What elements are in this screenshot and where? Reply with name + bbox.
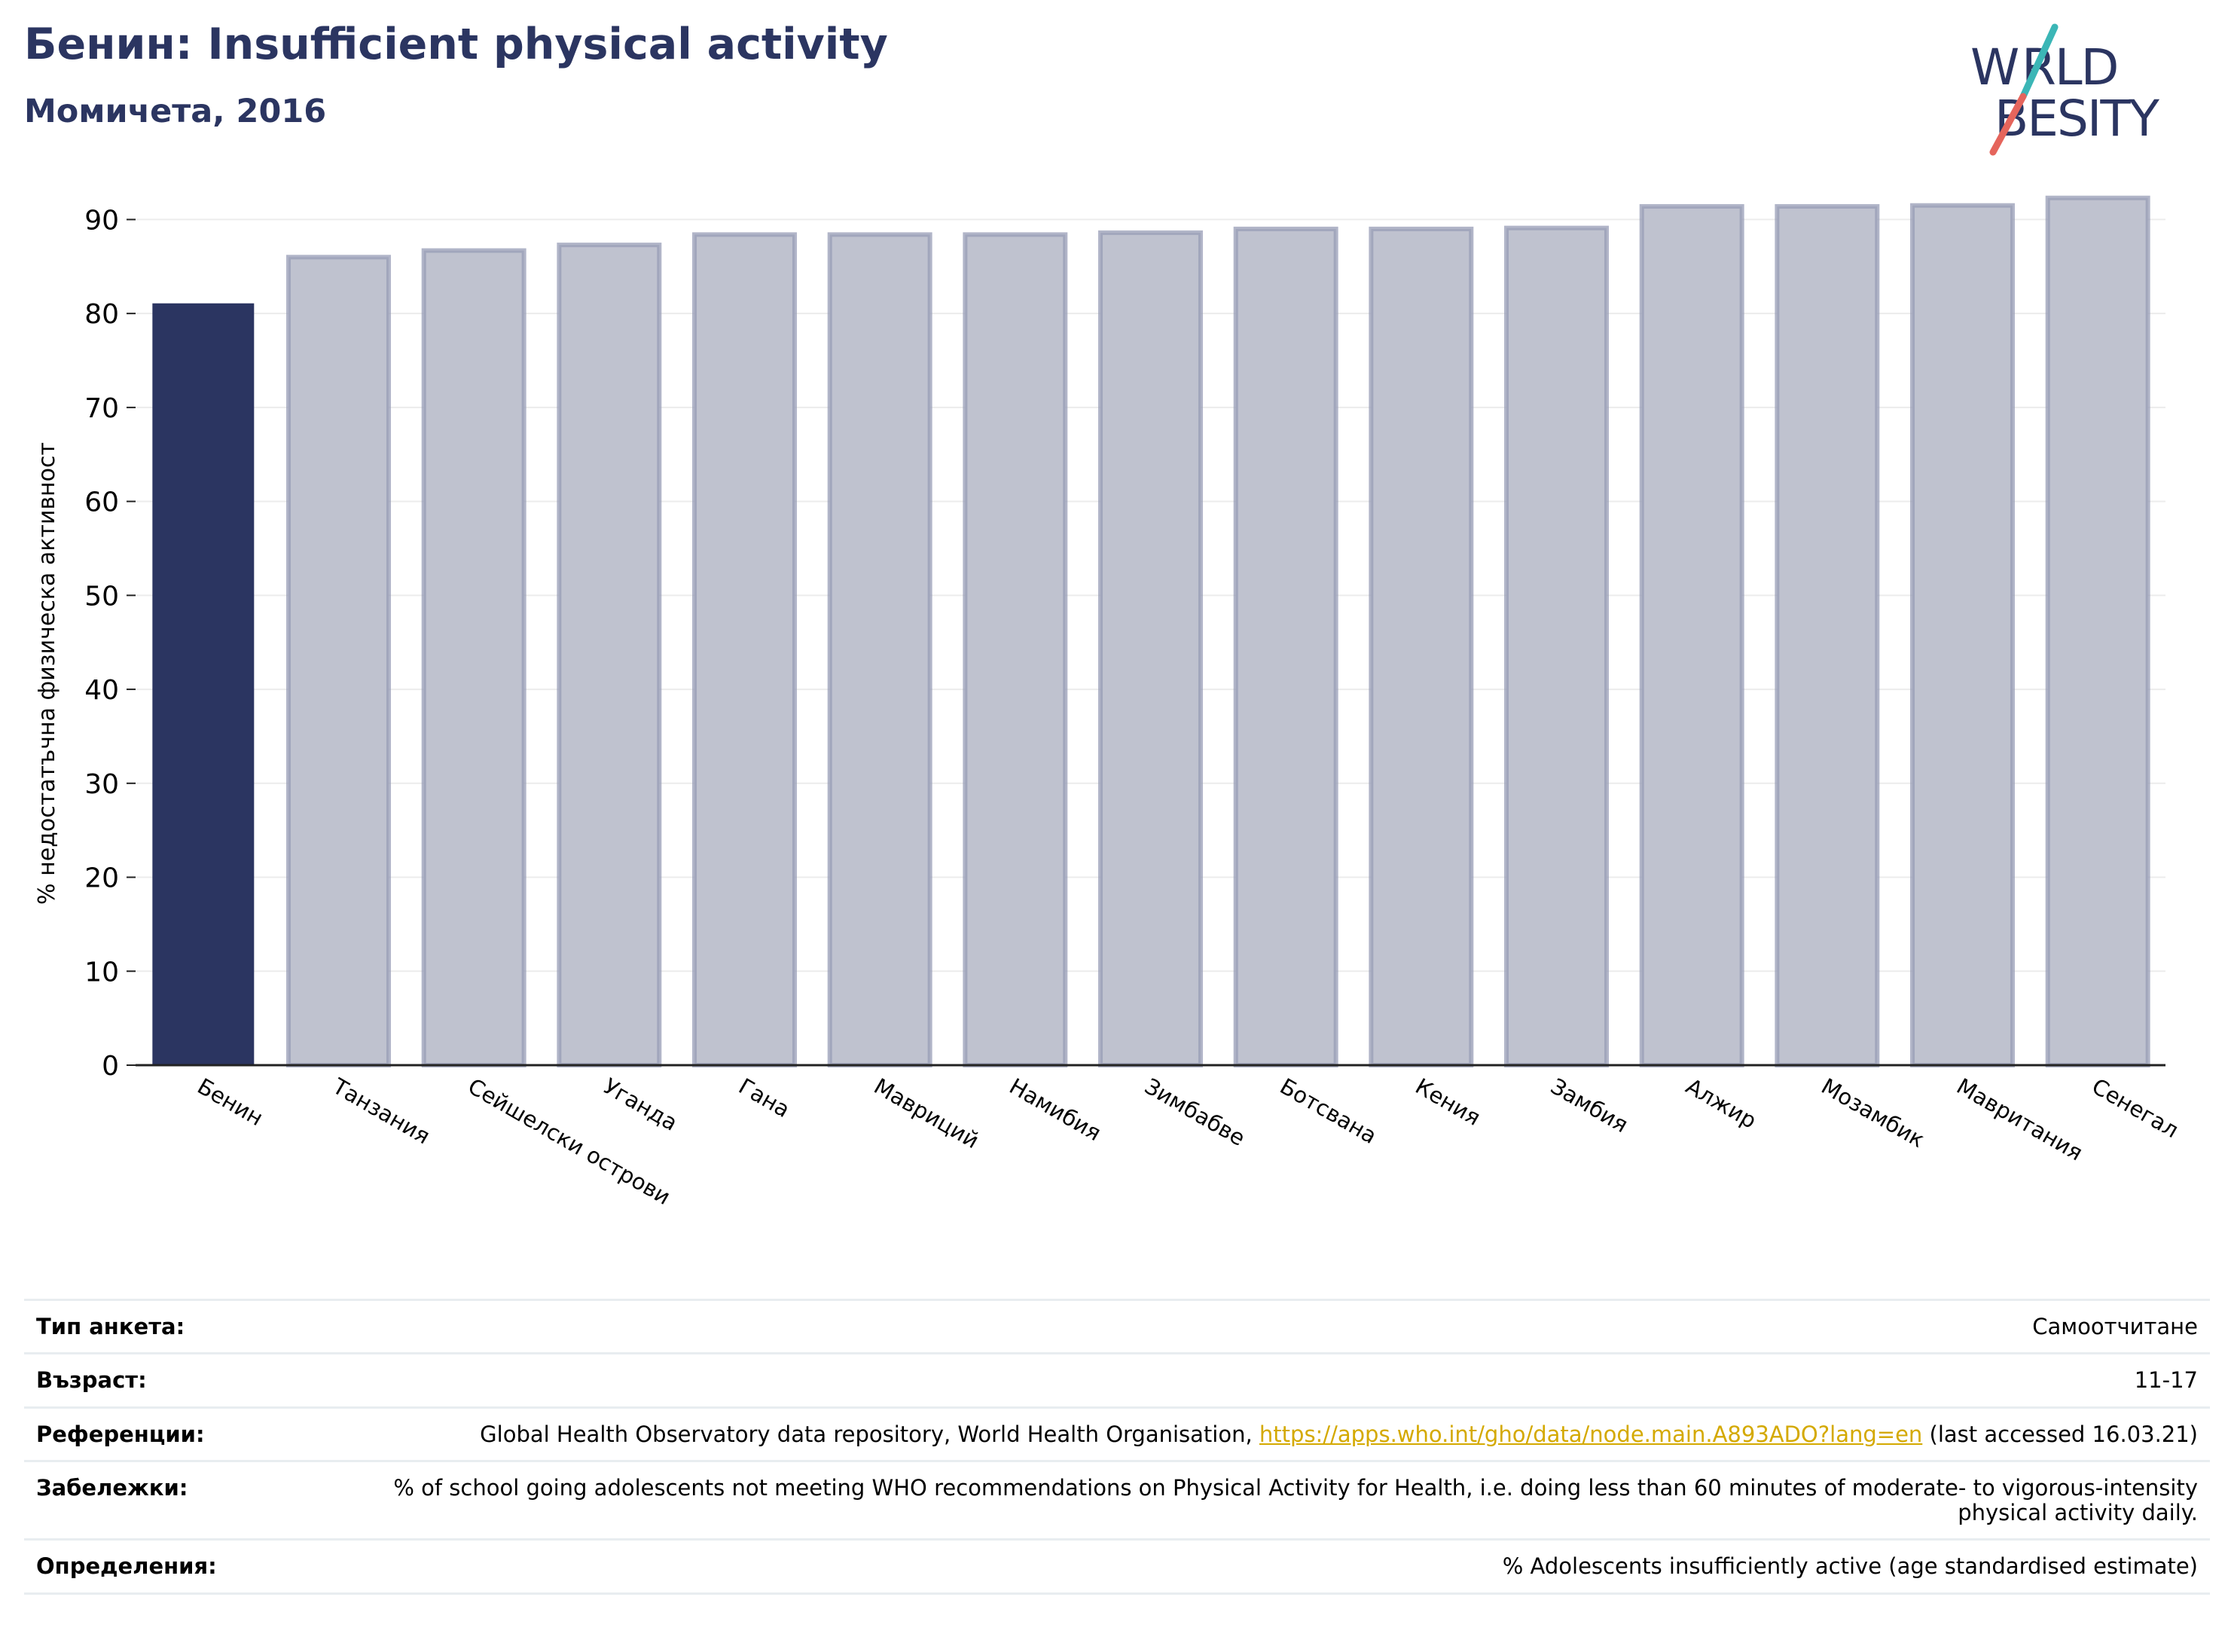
y-axis-label: % недостатъчна физическа активност	[34, 442, 60, 905]
y-tick-label: 60	[84, 487, 119, 518]
bar	[1098, 230, 1203, 1067]
x-tick-label: Зимбабве	[1140, 1073, 1250, 1151]
meta-value: Самоотчитане	[365, 1298, 2210, 1354]
meta-value: % of school going adolescents not meetin…	[365, 1460, 2210, 1540]
y-tick-label: 0	[102, 1051, 119, 1082]
bar	[1369, 226, 1474, 1068]
chart-title: Бенин: Insufficient physical activity	[24, 20, 888, 69]
meta-key: Референции:	[24, 1406, 365, 1461]
bar	[1910, 203, 2015, 1067]
y-tick-label: 40	[84, 675, 119, 706]
x-tick-label: Мавритания	[1952, 1073, 2087, 1166]
y-tick-label: 90	[84, 205, 119, 236]
x-tick-label: Танзания	[328, 1073, 435, 1149]
y-tick-label: 10	[84, 957, 119, 988]
x-tick-label: Сенегал	[2088, 1073, 2183, 1144]
bar	[2045, 195, 2150, 1067]
bars	[152, 195, 2150, 1068]
x-tick-label: Алжир	[1682, 1073, 1761, 1134]
x-tick-label: Кения	[1411, 1073, 1485, 1131]
bar	[1775, 203, 1880, 1067]
x-tick-label: Мозамбик	[1817, 1073, 1929, 1153]
meta-key: Възраст:	[24, 1352, 365, 1408]
bar	[286, 255, 391, 1068]
chart-subtitle: Момичета, 2016	[24, 93, 327, 130]
meta-row-notes: Забележки: % of school going adolescents…	[24, 1460, 2210, 1540]
bar	[963, 232, 1068, 1067]
y-tick-label: 80	[84, 299, 119, 330]
bar	[557, 243, 662, 1067]
bar	[1504, 225, 1609, 1068]
y-tick-label: 70	[84, 393, 119, 424]
meta-row-age: Възраст: 11-17	[24, 1352, 2210, 1408]
meta-value: Global Health Observatory data repositor…	[365, 1406, 2210, 1461]
bar	[152, 303, 255, 1066]
reference-link[interactable]: https://apps.who.int/gho/data/node.main.…	[1259, 1421, 1923, 1447]
meta-row-references: Референции: Global Health Observatory da…	[24, 1406, 2210, 1461]
bar	[1639, 203, 1744, 1067]
svg-text:W: W	[1970, 38, 2019, 96]
x-tick-label: Замбия	[1546, 1073, 1632, 1138]
meta-row-survey-type: Тип анкета: Самоотчитане	[24, 1298, 2210, 1354]
y-axis-ticks: 0 10 20 30 40 50 60 70 80 90	[84, 205, 136, 1082]
meta-key: Забележки:	[24, 1460, 365, 1540]
meta-value: 11-17	[365, 1352, 2210, 1408]
x-tick-label: Бенин	[193, 1073, 267, 1131]
y-tick-label: 50	[84, 581, 119, 612]
y-tick-label: 20	[84, 863, 119, 894]
bar	[827, 232, 932, 1067]
reference-text: Global Health Observatory data repositor…	[480, 1421, 1259, 1447]
y-tick-label: 30	[84, 769, 119, 800]
x-tick-label: Уганда	[599, 1073, 682, 1136]
x-tick-label: Ботсвана	[1276, 1073, 1381, 1149]
x-tick-label: Мавриций	[870, 1073, 984, 1154]
meta-key: Определения:	[24, 1538, 365, 1595]
bar	[421, 248, 526, 1067]
x-tick-label: Гана	[734, 1073, 795, 1123]
metadata-table: Тип анкета: Самоотчитане Възраст: 11-17 …	[24, 1298, 2210, 1595]
x-tick-label: Намибия	[1005, 1073, 1105, 1147]
meta-key: Тип анкета:	[24, 1298, 365, 1354]
meta-value: % Adolescents insufficiently active (age…	[365, 1538, 2210, 1595]
bar	[1233, 226, 1338, 1068]
reference-accessed: (last accessed 16.03.21)	[1922, 1421, 2199, 1447]
meta-row-definitions: Определения: % Adolescents insufficientl…	[24, 1538, 2210, 1595]
world-obesity-logo: W RLD BESITY	[1970, 23, 2162, 156]
bar	[692, 232, 797, 1067]
